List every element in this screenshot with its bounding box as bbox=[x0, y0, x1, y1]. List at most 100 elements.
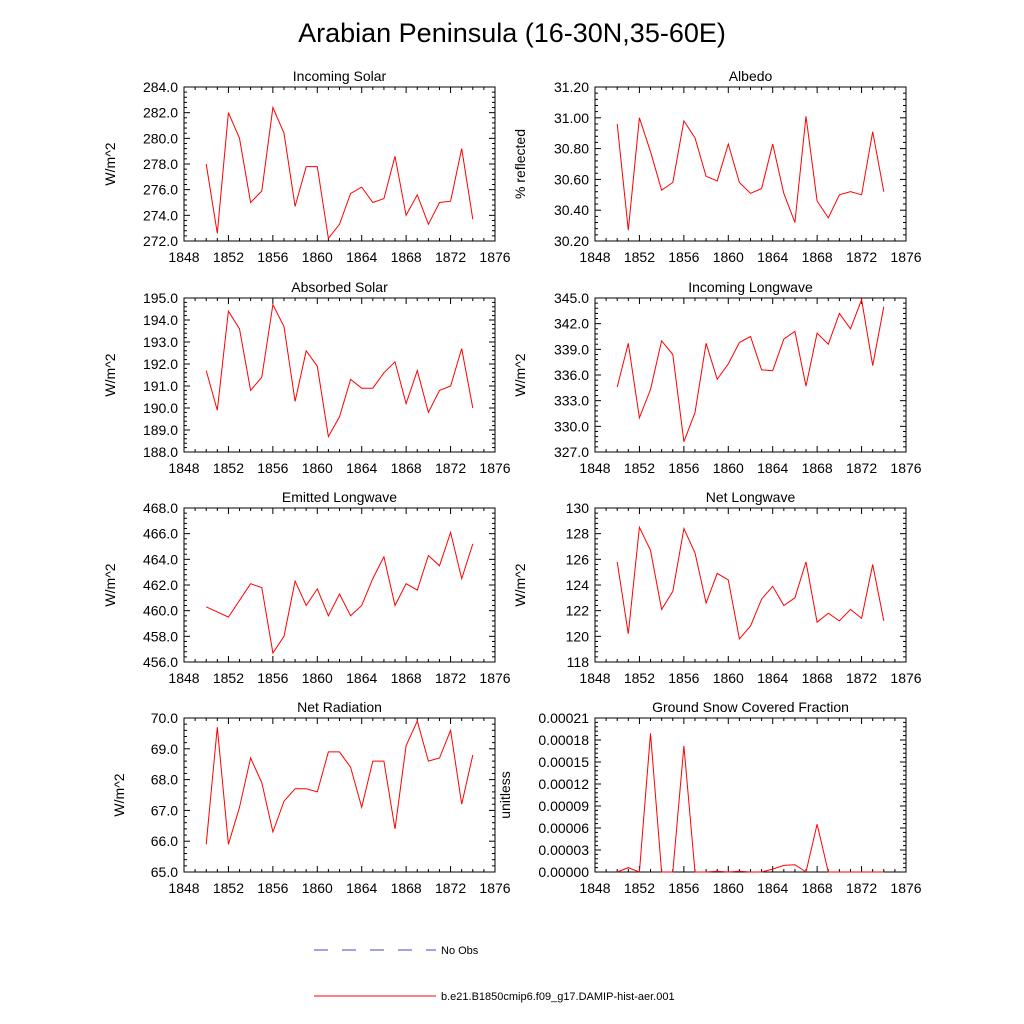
y-axis-label: W/m^2 bbox=[102, 142, 118, 185]
x-tick-label: 1872 bbox=[846, 880, 877, 896]
y-tick-label: 31.00 bbox=[554, 110, 589, 126]
panel-title: Incoming Longwave bbox=[688, 279, 813, 295]
chart-panel-8: Ground Snow Covered Fraction unitless 1848… bbox=[497, 699, 922, 896]
x-tick-label: 1868 bbox=[802, 670, 833, 686]
x-tick-label: 1852 bbox=[624, 460, 655, 476]
x-tick-label: 1860 bbox=[302, 880, 333, 896]
x-tick-label: 1856 bbox=[668, 670, 699, 686]
plot-frame bbox=[594, 86, 907, 242]
x-tick-label: 1860 bbox=[302, 670, 333, 686]
x-tick-label: 1848 bbox=[579, 460, 610, 476]
x-tick-label: 1848 bbox=[579, 880, 610, 896]
x-tick-label: 1856 bbox=[257, 460, 288, 476]
y-tick-label: 30.80 bbox=[554, 141, 589, 157]
y-tick-label: 282.0 bbox=[143, 105, 178, 121]
y-tick-label: 0.00018 bbox=[538, 732, 589, 748]
y-tick-label: 30.60 bbox=[554, 171, 589, 187]
legend: No Obs b.e21.B1850cmip6.f09_g17.DAMIP-hi… bbox=[314, 945, 675, 1003]
x-tick-label: 1852 bbox=[624, 880, 655, 896]
x-tick-label: 1852 bbox=[213, 880, 244, 896]
x-tick-label: 1848 bbox=[168, 880, 199, 896]
y-tick-label: 118 bbox=[567, 654, 590, 670]
panel-title: Ground Snow Covered Fraction bbox=[652, 699, 849, 715]
x-tick-label: 1852 bbox=[213, 249, 244, 265]
y-tick-label: 122 bbox=[566, 603, 590, 619]
x-tick-label: 1876 bbox=[479, 880, 510, 896]
y-tick-label: 69.0 bbox=[151, 741, 178, 757]
y-tick-label: 0.00015 bbox=[538, 754, 589, 770]
y-tick-label: 284.0 bbox=[143, 79, 178, 95]
y-tick-label: 30.40 bbox=[554, 202, 589, 218]
y-tick-label: 188.0 bbox=[143, 444, 178, 460]
y-tick-label: 66.0 bbox=[151, 833, 178, 849]
panel-title: Albedo bbox=[729, 68, 773, 84]
x-tick-label: 1860 bbox=[713, 249, 744, 265]
y-tick-label: 330.0 bbox=[554, 418, 589, 434]
chart-panel-4: Incoming Longwave W/m^2 1848 1852 1856 1860 18… bbox=[512, 279, 922, 476]
y-tick-label: 339.0 bbox=[554, 341, 589, 357]
y-axis-label: % reflected bbox=[512, 129, 528, 199]
x-tick-label: 1852 bbox=[213, 670, 244, 686]
y-tick-label: 468.0 bbox=[143, 500, 178, 516]
y-tick-label: 31.20 bbox=[554, 79, 589, 95]
x-tick-label: 1868 bbox=[391, 460, 422, 476]
x-tick-label: 1864 bbox=[346, 460, 377, 476]
x-tick-label: 1876 bbox=[890, 670, 921, 686]
series-line-1 bbox=[616, 297, 885, 442]
y-tick-label: 464.0 bbox=[143, 551, 178, 567]
plot-frame bbox=[183, 717, 496, 873]
y-tick-label: 280.0 bbox=[143, 130, 178, 146]
chart-panel-1: Incoming Solar W/m^2 1848 1852 1856 1860 1864 1… bbox=[102, 68, 511, 265]
panel-title: Incoming Solar bbox=[293, 68, 387, 84]
x-tick-label: 1872 bbox=[846, 460, 877, 476]
x-tick-label: 1872 bbox=[435, 670, 466, 686]
x-tick-label: 1852 bbox=[624, 249, 655, 265]
x-tick-label: 1860 bbox=[713, 460, 744, 476]
x-tick-label: 1876 bbox=[890, 249, 921, 265]
x-tick-label: 1868 bbox=[391, 249, 422, 265]
y-tick-label: 124 bbox=[566, 577, 590, 593]
x-tick-label: 1848 bbox=[168, 249, 199, 265]
y-axis-label: W/m^2 bbox=[102, 353, 118, 396]
legend-model-label: b.e21.B1850cmip6.f09_g17.DAMIP-hist-aer.… bbox=[441, 991, 675, 1003]
x-tick-label: 1860 bbox=[713, 670, 744, 686]
y-tick-label: 191.0 bbox=[143, 378, 178, 394]
x-tick-label: 1864 bbox=[346, 880, 377, 896]
y-tick-label: 193.0 bbox=[143, 334, 178, 350]
x-tick-label: 1856 bbox=[257, 249, 288, 265]
y-tick-label: 342.0 bbox=[554, 316, 589, 332]
series-line-1 bbox=[617, 733, 884, 873]
panel-title: Net Longwave bbox=[706, 489, 796, 505]
y-tick-label: 190.0 bbox=[143, 400, 178, 416]
y-tick-label: 0.00000 bbox=[538, 864, 589, 880]
x-tick-label: 1856 bbox=[668, 460, 699, 476]
x-tick-label: 1848 bbox=[579, 670, 610, 686]
x-tick-label: 1876 bbox=[479, 460, 510, 476]
y-tick-label: 333.0 bbox=[554, 393, 589, 409]
chart-panel-6: Net Longwave W/m^2 1848 1852 1856 1860 1864 186… bbox=[512, 489, 922, 686]
x-tick-label: 1852 bbox=[624, 670, 655, 686]
x-tick-label: 1860 bbox=[302, 249, 333, 265]
y-tick-label: 189.0 bbox=[143, 422, 178, 438]
x-tick-label: 1876 bbox=[890, 880, 921, 896]
x-tick-label: 1856 bbox=[257, 670, 288, 686]
y-tick-label: 272.0 bbox=[143, 233, 178, 249]
y-tick-label: 0.00006 bbox=[538, 820, 589, 836]
x-tick-label: 1872 bbox=[846, 249, 877, 265]
y-tick-label: 70.0 bbox=[151, 710, 178, 726]
y-tick-label: 68.0 bbox=[151, 772, 178, 788]
x-tick-label: 1848 bbox=[168, 460, 199, 476]
chart-panel-7: Net Radiation W/m^2 1848 1852 1856 1860 1864 18… bbox=[111, 699, 511, 896]
x-tick-label: 1872 bbox=[435, 880, 466, 896]
series-line-1 bbox=[205, 302, 474, 439]
y-axis-label: W/m^2 bbox=[512, 563, 528, 606]
x-tick-label: 1864 bbox=[346, 249, 377, 265]
x-tick-label: 1848 bbox=[579, 249, 610, 265]
x-tick-label: 1860 bbox=[713, 880, 744, 896]
y-tick-label: 0.00021 bbox=[538, 710, 589, 726]
chart-panel-5: Emitted Longwave W/m^2 1848 1852 1856 1860 186… bbox=[102, 489, 511, 686]
y-tick-label: 130 bbox=[566, 500, 590, 516]
x-tick-label: 1864 bbox=[757, 670, 788, 686]
y-tick-label: 274.0 bbox=[143, 207, 178, 223]
panels: Incoming Solar W/m^2 1848 1852 1856 1860 1864 1… bbox=[102, 68, 922, 896]
